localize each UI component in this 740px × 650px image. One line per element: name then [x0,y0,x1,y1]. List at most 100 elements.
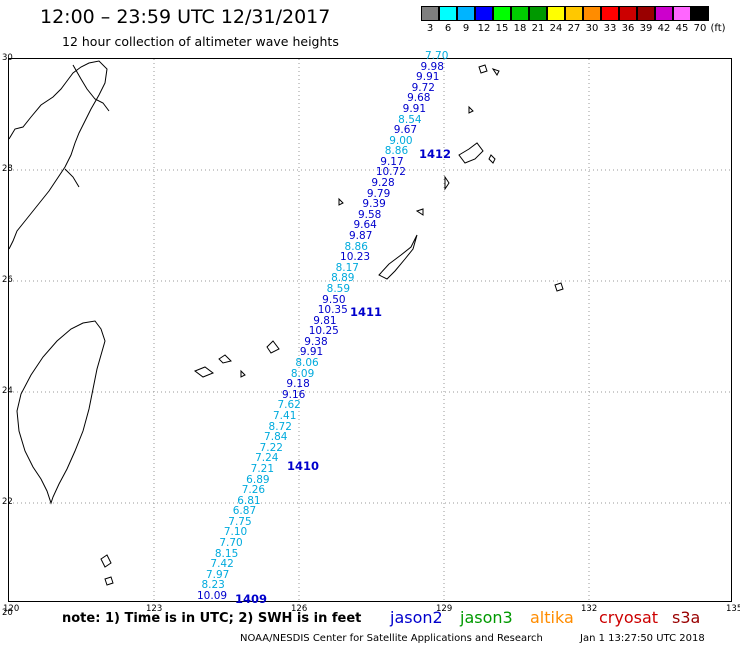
swh-value: 9.58 [357,208,382,221]
lat-tick-label: 24 [2,386,13,396]
scale-swatch [493,6,511,21]
scale-swatch [601,6,619,21]
scale-label: 9 [462,23,470,34]
coastlines [9,60,564,586]
swh-value: 9.81 [313,314,337,327]
scale-label: 24 [549,23,563,34]
swh-value: 10.72 [375,166,406,179]
swh-value: 7.21 [250,462,275,475]
scale-label: 39 [639,23,653,34]
swh-value: 6.89 [246,473,270,486]
legend-altika: altika [530,608,574,627]
scale-swatch [691,6,709,21]
lon-tick-label: 129 [436,604,453,614]
legend-cryosat: cryosat [599,608,659,627]
swh-value: 8.17 [335,261,359,274]
scale-label: 70 [693,23,707,34]
swh-value: 7.42 [210,558,234,571]
swh-value: 9.98 [420,60,444,73]
swh-value: 7.70 [425,50,449,62]
footer-timestamp: Jan 1 13:27:50 UTC 2018 [580,633,705,644]
swh-value: 8.86 [384,145,409,158]
scale-swatch [583,6,601,21]
swh-value: 8.06 [295,357,319,370]
lat-tick-label: 28 [2,164,13,174]
swh-value: 8.86 [344,240,368,253]
lon-tick-label: 132 [581,604,598,614]
swh-value: 9.79 [366,187,391,200]
swh-value: 7.22 [259,441,283,454]
lon-tick-label: 120 [3,604,20,614]
lon-tick-label: 135 [726,604,740,614]
scale-swatch [511,6,529,21]
graticule [9,59,733,603]
swh-value: 9.68 [407,92,431,105]
map-svg [9,59,733,603]
scale-label: 12 [477,23,491,34]
scale-label: 6 [444,23,452,34]
swh-value: 8.54 [398,113,422,126]
scale-label: 27 [567,23,581,34]
legend-jason3: jason3 [460,608,513,627]
scale-swatch [547,6,565,21]
scale-unit: (ft) [710,23,726,34]
amami [458,142,484,164]
swh-value: 9.00 [389,134,413,147]
scale-label: 30 [585,23,599,34]
swh-value: 9.87 [349,230,373,242]
swh-value: 9.18 [286,378,310,391]
swh-value: 8.72 [268,420,292,433]
scale-swatch [475,6,493,21]
swh-value: 9.67 [393,124,418,137]
legend-s3a: s3a [672,608,701,627]
swh-value: 9.39 [362,198,386,211]
scale-swatch [565,6,583,21]
swh-value: 9.28 [371,177,395,190]
swh-value: 10.09 [197,590,228,602]
taiwan-coast [16,320,106,505]
swh-value: 8.09 [290,367,315,380]
china-coast [9,60,108,250]
swh-value: 8.59 [326,282,351,295]
swh-value: 9.91 [299,346,324,359]
lon-tick-label: 123 [146,604,163,614]
lon-tick-label: 126 [291,604,308,614]
swh-value: 7.97 [205,568,230,581]
page-title: 12:00 – 23:59 UTC 12/31/2017 [40,6,331,28]
legend-jason2: jason2 [390,608,443,627]
swh-value: 7.84 [264,431,288,444]
lat-tick-label: 26 [2,275,13,285]
scale-label: 42 [657,23,671,34]
swh-value: 7.41 [273,410,297,422]
scale-swatch [655,6,673,21]
scale-label: 36 [621,23,635,34]
scale-label: 15 [495,23,509,34]
map-panel: 120 123 126 129 132 135 30 28 26 24 22 20 7.70 9.98… [2,51,740,619]
scale-label: 33 [603,23,617,34]
swh-value: 7.24 [255,452,279,465]
swh-value: 10.35 [317,304,348,317]
swh-value: 8.23 [201,579,225,592]
swh-value: 9.91 [402,102,427,115]
swh-value: 9.50 [322,293,346,306]
page-subtitle: 12 hour collection of altimeter wave hei… [62,34,339,49]
scale-swatch [439,6,457,21]
swh-value: 7.26 [241,484,266,497]
rev-label-1412: 1412 [419,147,452,161]
scale-swatch [421,6,439,21]
swh-value: 7.10 [223,526,248,539]
swh-value: 9.64 [353,219,377,232]
scale-swatch [673,6,691,21]
okinawa [378,234,418,280]
rev-label-1410: 1410 [287,459,320,473]
scale-swatch [619,6,637,21]
swh-value: 7.70 [219,537,243,550]
swh-value: 6.81 [237,494,261,507]
scale-swatch [637,6,655,21]
swh-value: 9.72 [411,81,435,94]
swh-value: 10.25 [308,325,339,338]
scale-swatch [457,6,475,21]
rev-label-1409: 1409 [235,592,268,606]
scale-swatch [529,6,547,21]
note-text: note: 1) Time is in UTC; 2) SWH is in fe… [62,611,362,626]
